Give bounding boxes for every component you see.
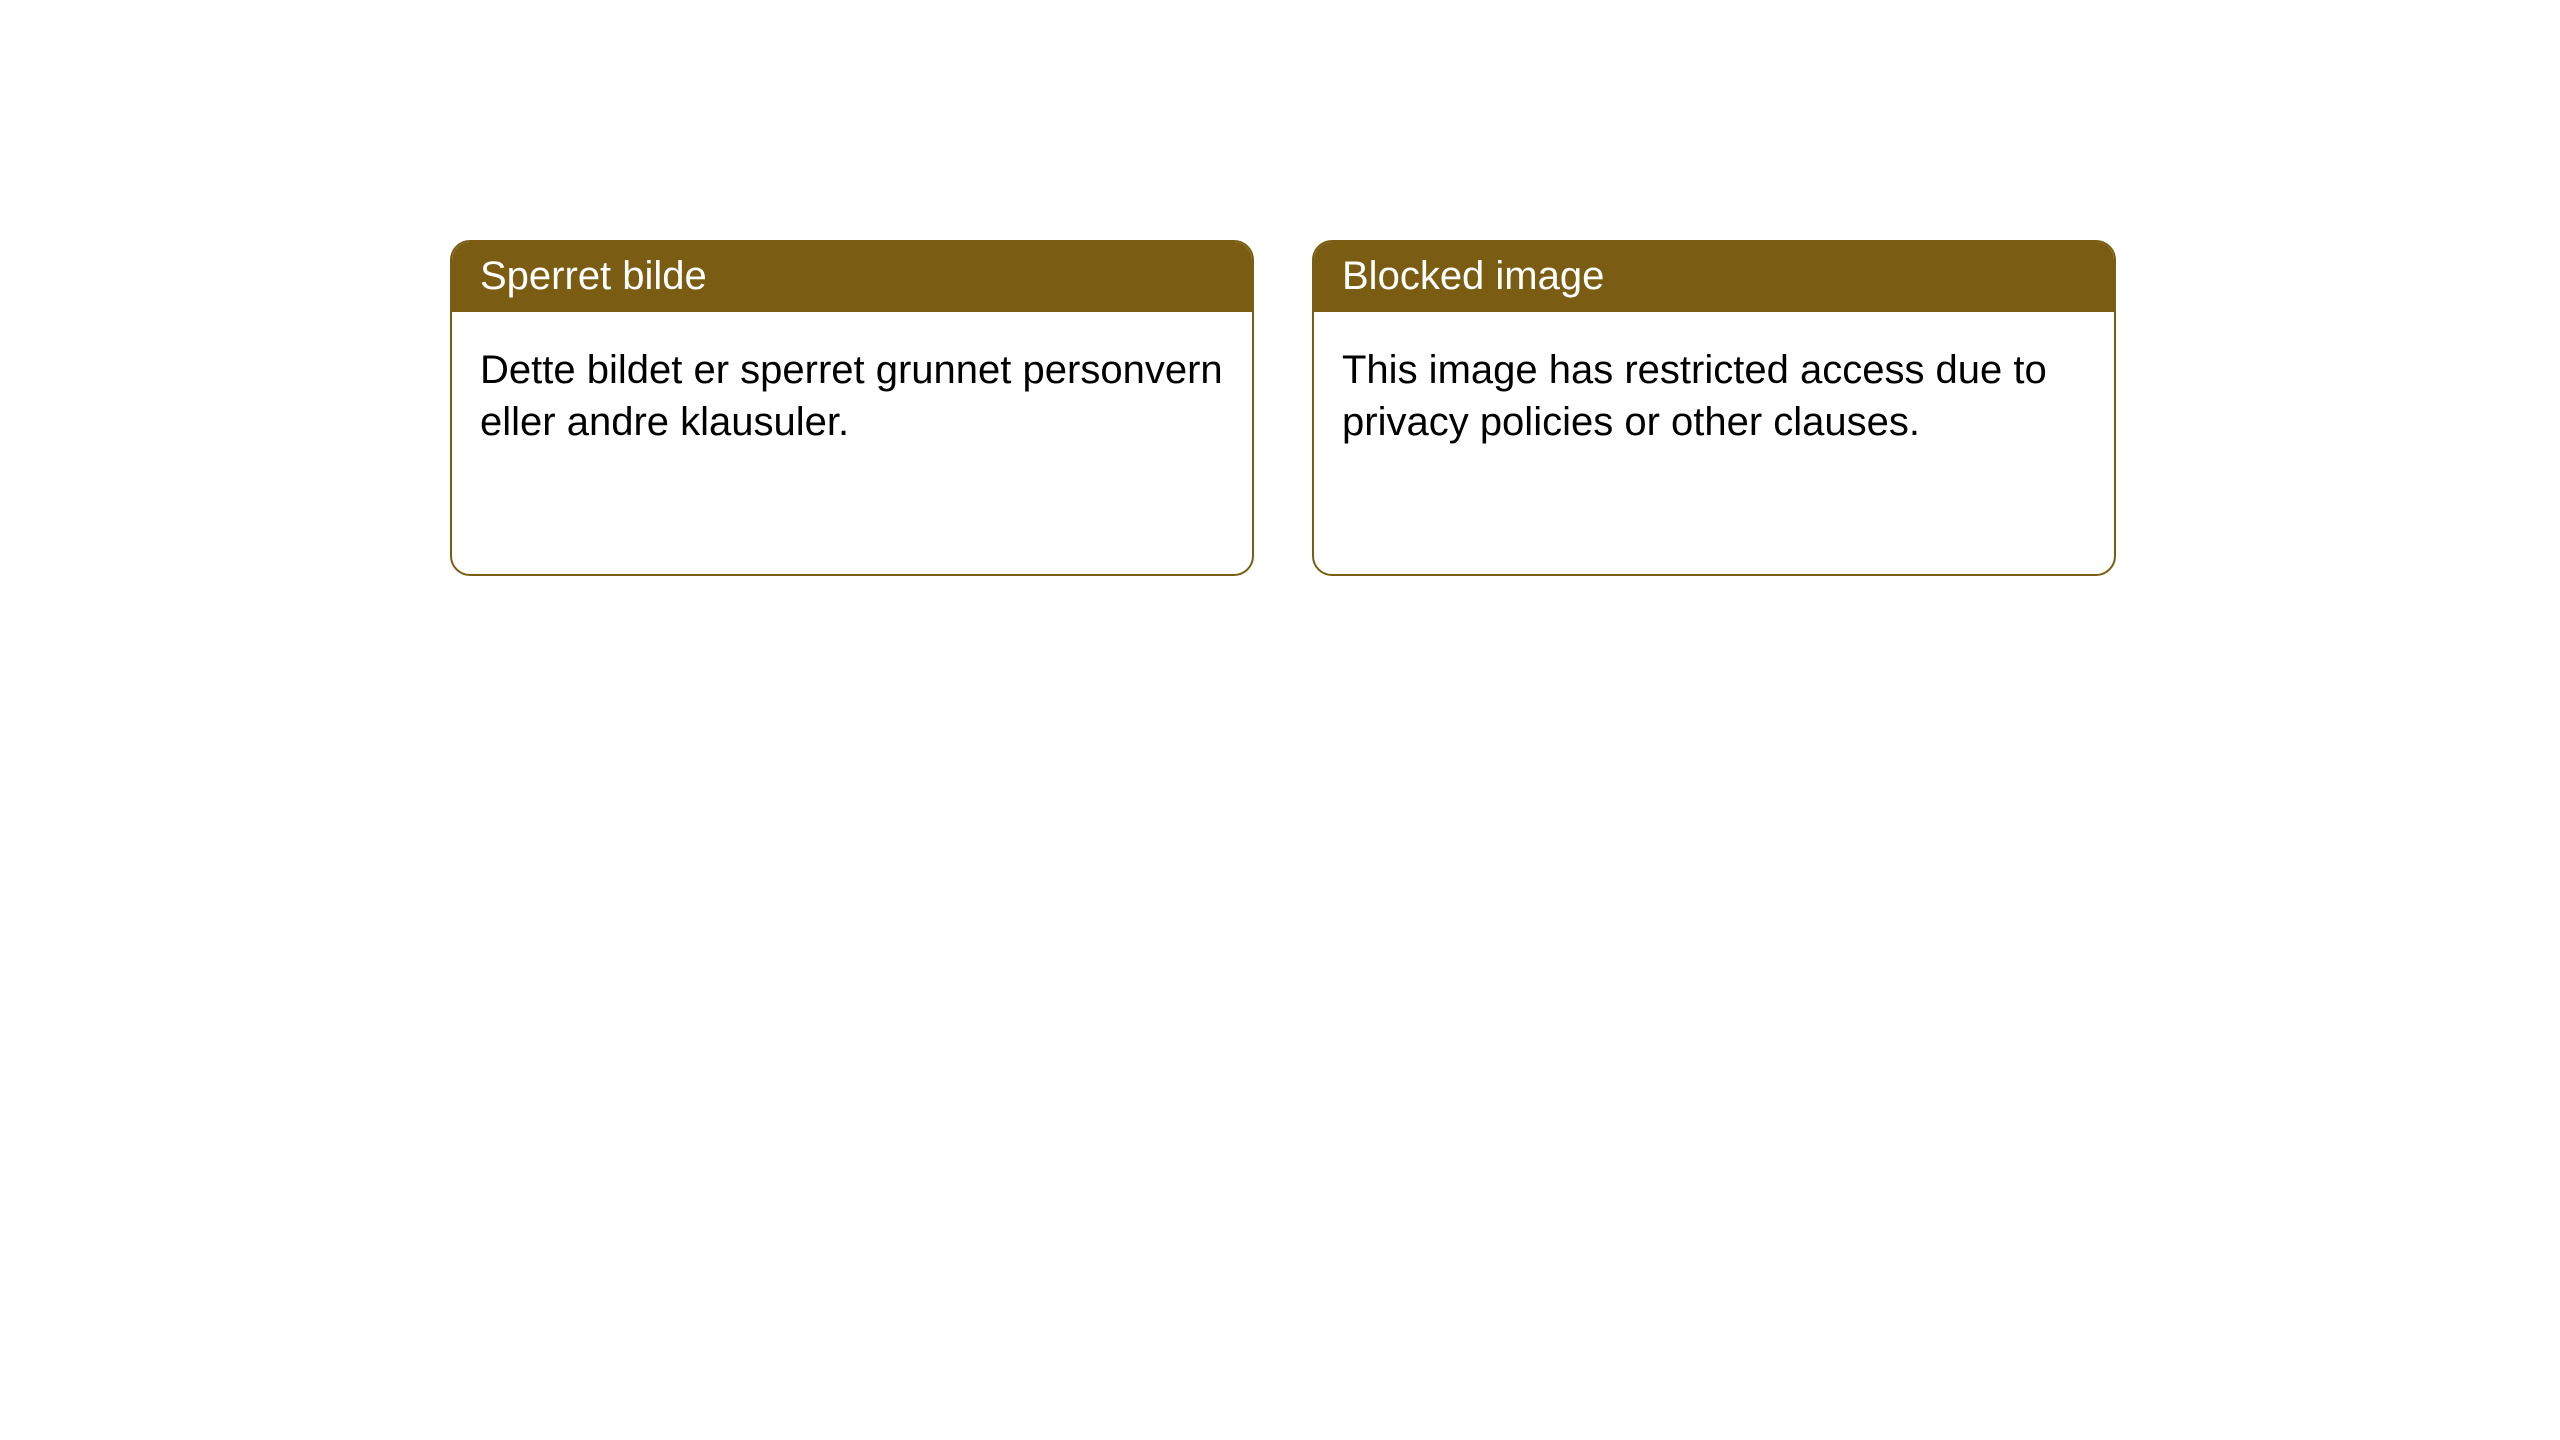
card-norwegian: Sperret bilde Dette bildet er sperret gr… [450,240,1254,576]
card-title-norwegian: Sperret bilde [480,254,707,298]
card-text-norwegian: Dette bildet er sperret grunnet personve… [480,348,1223,444]
card-body-english: This image has restricted access due to … [1314,312,2114,480]
card-body-norwegian: Dette bildet er sperret grunnet personve… [452,312,1252,480]
card-header-norwegian: Sperret bilde [452,242,1252,312]
card-title-english: Blocked image [1342,254,1604,298]
card-header-english: Blocked image [1314,242,2114,312]
card-english: Blocked image This image has restricted … [1312,240,2116,576]
cards-container: Sperret bilde Dette bildet er sperret gr… [0,0,2560,576]
card-text-english: This image has restricted access due to … [1342,348,2047,444]
